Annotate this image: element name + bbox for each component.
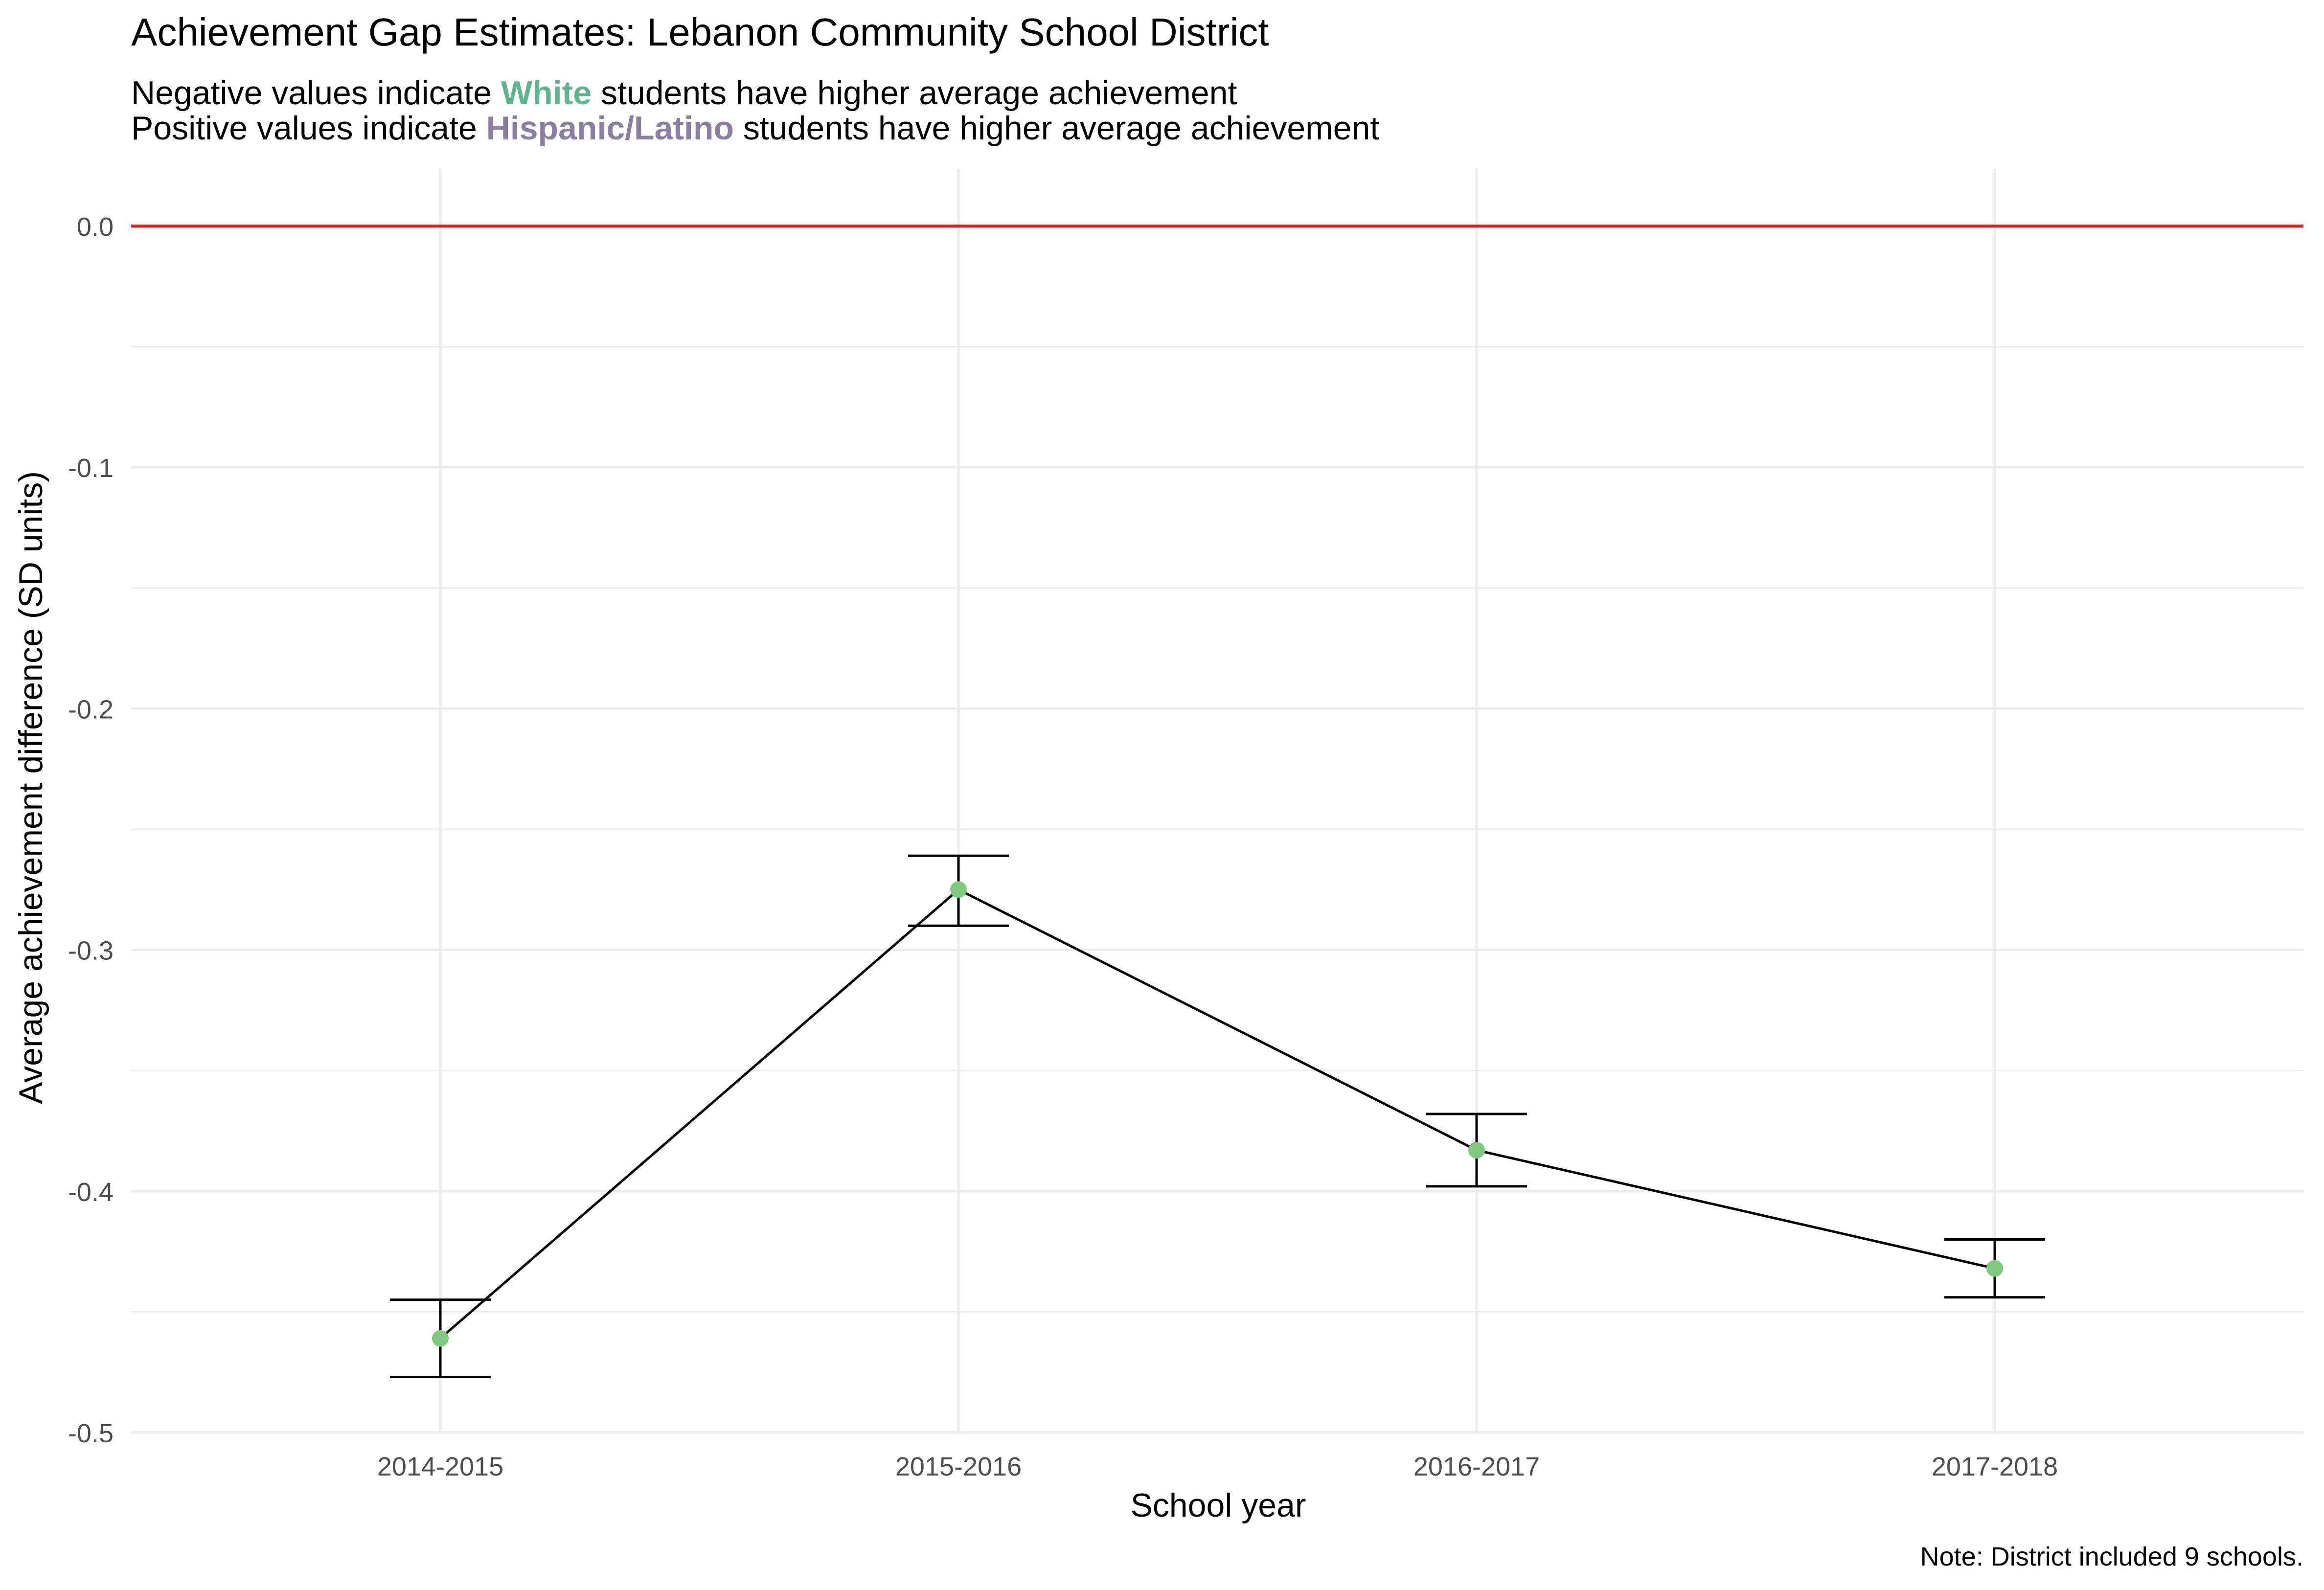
x-tick-label: 2015-2016 bbox=[895, 1452, 1022, 1481]
subtitle-line-1: Negative values indicate White students … bbox=[131, 74, 1237, 112]
subtitle-line-2-after: students have higher average achievement bbox=[734, 110, 1379, 147]
y-tick-label: -0.2 bbox=[68, 695, 114, 724]
y-tick-label: -0.5 bbox=[68, 1419, 114, 1448]
y-axis-tick-labels: 0.0 -0.1 -0.2 -0.3 -0.4 -0.5 bbox=[68, 212, 114, 1448]
y-tick-label: -0.4 bbox=[68, 1178, 114, 1207]
series-polyline bbox=[439, 888, 1995, 1340]
y-tick-label: -0.1 bbox=[68, 454, 114, 483]
subtitle-hispanic-group: Hispanic/Latino bbox=[486, 110, 734, 147]
subtitle-white-group: White bbox=[501, 74, 592, 112]
caption: Note: District included 9 schools. bbox=[1920, 1542, 2303, 1571]
x-axis-label: School year bbox=[1130, 1487, 1306, 1524]
data-point bbox=[432, 1330, 449, 1347]
subtitle-line-2: Positive values indicate Hispanic/Latino… bbox=[131, 110, 1379, 147]
data-point bbox=[950, 881, 967, 898]
minor-gridlines bbox=[131, 346, 2303, 1313]
data-points bbox=[432, 881, 2003, 1347]
subtitle-line-1-after: students have higher average achievement bbox=[592, 74, 1237, 112]
chart-title: Achievement Gap Estimates: Lebanon Commu… bbox=[131, 10, 1269, 54]
x-tick-label: 2016-2017 bbox=[1413, 1452, 1540, 1481]
x-axis-tick-labels: 2014-2015 2015-2016 2016-2017 2017-2018 bbox=[377, 1452, 2058, 1481]
y-tick-label: -0.3 bbox=[68, 936, 114, 966]
error-bars bbox=[390, 854, 2045, 1379]
x-tick-label: 2017-2018 bbox=[1932, 1452, 2058, 1481]
subtitle-line-2-before: Positive values indicate bbox=[131, 110, 486, 147]
data-point bbox=[1468, 1141, 1485, 1158]
subtitle-line-1-before: Negative values indicate bbox=[131, 74, 501, 112]
data-point bbox=[1986, 1260, 2003, 1277]
y-tick-label: 0.0 bbox=[77, 212, 114, 242]
x-tick-label: 2014-2015 bbox=[377, 1452, 503, 1481]
series-line bbox=[439, 888, 1995, 1340]
major-gridlines bbox=[131, 169, 2303, 1434]
y-axis-label: Average achievement difference (SD units… bbox=[12, 471, 49, 1104]
